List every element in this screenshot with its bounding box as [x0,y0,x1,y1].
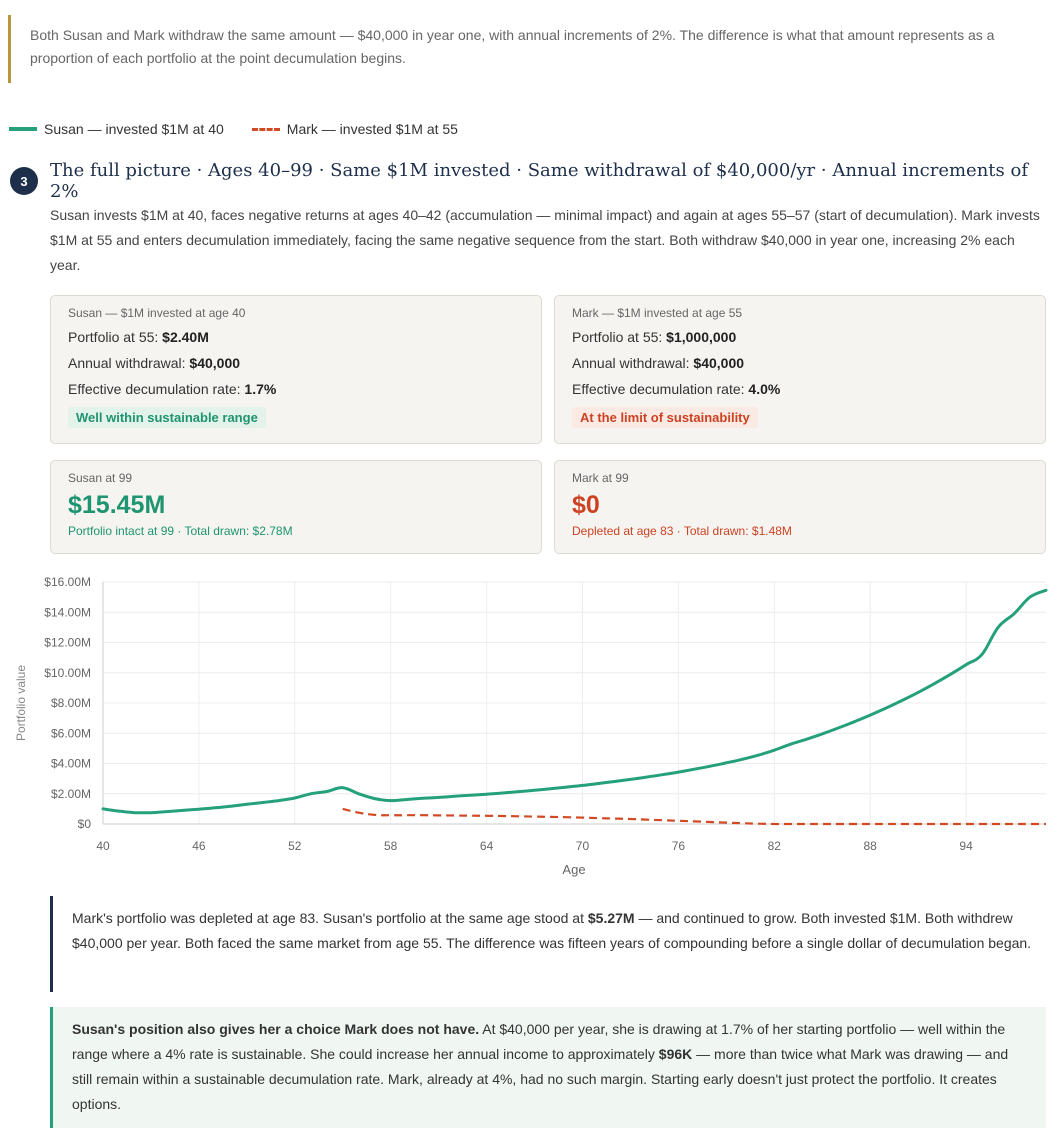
susan-withdrawal-value: $40,000 [189,355,241,371]
depletion-text-bold: $5.27M [587,910,635,926]
intro-note-text: Both Susan and Mark withdraw the same am… [30,27,995,66]
y-tick-label: $16.00M [44,575,91,589]
legend-label-mark: Mark — invested $1M at 55 [286,121,458,137]
susan-portfolio-value: $2.40M [162,329,209,345]
mark-summary-card: Mark — $1M invested at age 55 Portfolio … [554,295,1046,444]
susan-summary-card: Susan — $1M invested at age 40 Portfolio… [50,295,542,444]
y-tick-label: $10.00M [44,666,91,680]
mark-99-value: $0 [572,491,600,519]
x-tick-label: 64 [480,839,494,853]
mark-series-line [342,807,1046,826]
mark-99-label: Mark at 99 [572,471,629,485]
susan-rate-label: Effective decumulation rate: [68,381,245,397]
susan-rate-value: 1.7% [244,381,277,397]
mark-rate-value: 4.0% [748,381,781,397]
mark-card-subtitle: Mark — $1M invested at age 55 [572,306,743,320]
options-text-b: — more than twice what Mark was drawing … [72,1046,1009,1112]
depletion-text-a: Mark's portfolio was depleted at age 83.… [72,910,588,926]
x-tick-label: 88 [864,839,878,853]
susan-card-subtitle: Susan — $1M invested at age 40 [68,306,246,320]
section-description: Susan invests $1M at 40, faces negative … [50,207,1040,273]
x-tick-label: 82 [768,839,782,853]
susan-rate-line: Effective decumulation rate: 1.7% [68,376,524,402]
legend-item-mark[interactable]: Mark — invested $1M at 55 [251,121,458,137]
legend-item-susan[interactable]: Susan — invested $1M at 40 [9,121,224,137]
mark-99-footnote: Depleted at age 83 · Total drawn: $1.48M [572,524,792,538]
legend-swatch-solid [9,127,37,131]
mark-withdrawal-label: Annual withdrawal: [572,355,694,371]
susan-withdrawal-label: Annual withdrawal: [68,355,190,371]
y-tick-label: $14.00M [44,605,91,619]
mark-at-99-card: Mark at 99 $0 Depleted at age 83 · Total… [554,460,1046,554]
x-tick-label: 70 [576,839,590,853]
x-tick-label: 94 [959,839,973,853]
options-callout: Susan's position also gives her a choice… [50,1007,1046,1128]
susan-portfolio-label: Portfolio at 55: [68,329,163,345]
susan-at-99-card: Susan at 99 $15.45M Portfolio intact at … [50,460,542,554]
y-tick-label: $0 [78,817,92,831]
susan-99-value: $15.45M [68,491,166,519]
susan-withdrawal-line: Annual withdrawal: $40,000 [68,350,524,376]
chart-series [101,588,1048,826]
susan-series-line [101,588,1048,815]
depletion-text-b: — and continued to grow. Both invested $… [72,910,1032,951]
x-tick-label: 76 [672,839,686,853]
legend-label-susan: Susan — invested $1M at 40 [44,121,224,137]
susan-99-footnote: Portfolio intact at 99 · Total drawn: $2… [68,524,293,538]
y-tick-label: $8.00M [51,696,91,710]
mark-status-badge: At the limit of sustainability [572,407,758,428]
y-tick-label: $12.00M [44,636,91,650]
intro-note: Both Susan and Mark withdraw the same am… [8,15,1038,83]
mark-rate-line: Effective decumulation rate: 4.0% [572,376,1028,402]
options-text-a: At $40,000 per year, she is drawing at 1… [72,1021,1006,1062]
y-tick-label: $4.00M [51,757,91,771]
susan-portfolio-line: Portfolio at 55: $2.40M [68,324,524,350]
options-lead: Susan's position also gives her a choice… [72,1021,480,1037]
x-tick-label: 40 [96,839,110,853]
portfolio-line-chart: $0 $2.00M $4.00M $6.00M $8.00M $10.00M $12.00M… [14,575,1048,877]
y-tick-label: $6.00M [51,726,91,740]
section-number-badge: 3 [10,167,38,195]
mark-withdrawal-line: Annual withdrawal: $40,000 [572,350,1028,376]
legend-swatch-dashed [251,127,280,131]
susan-99-label: Susan at 99 [68,471,133,485]
mark-rate-label: Effective decumulation rate: [572,381,749,397]
chart-grid [102,581,1046,825]
y-tick-label: $2.00M [51,787,91,801]
mark-portfolio-value: $1,000,000 [666,329,737,345]
section-title: The full picture · Ages 40–99 · Same $1M… [49,160,1028,202]
x-tick-label: 52 [288,839,302,853]
x-tick-label: 46 [192,839,206,853]
chart-axes: $0 $2.00M $4.00M $6.00M $8.00M $10.00M $12.00M… [44,575,1046,853]
options-text-bold: $96K [658,1046,693,1062]
chart-legend: Susan — invested $1M at 40 Mark — invest… [9,118,486,140]
x-axis-label: Age [562,862,585,877]
susan-status-badge: Well within sustainable range [68,407,266,428]
mark-withdrawal-value: $40,000 [693,355,745,371]
mark-portfolio-line: Portfolio at 55: $1,000,000 [572,324,1028,350]
section-header: 3 The full picture · Ages 40–99 · Same $… [10,160,1061,202]
x-tick-label: 58 [384,839,398,853]
y-axis-label: Portfolio value [14,665,28,741]
mark-portfolio-label: Portfolio at 55: [572,329,667,345]
depletion-callout: Mark's portfolio was depleted at age 83.… [50,896,1046,992]
